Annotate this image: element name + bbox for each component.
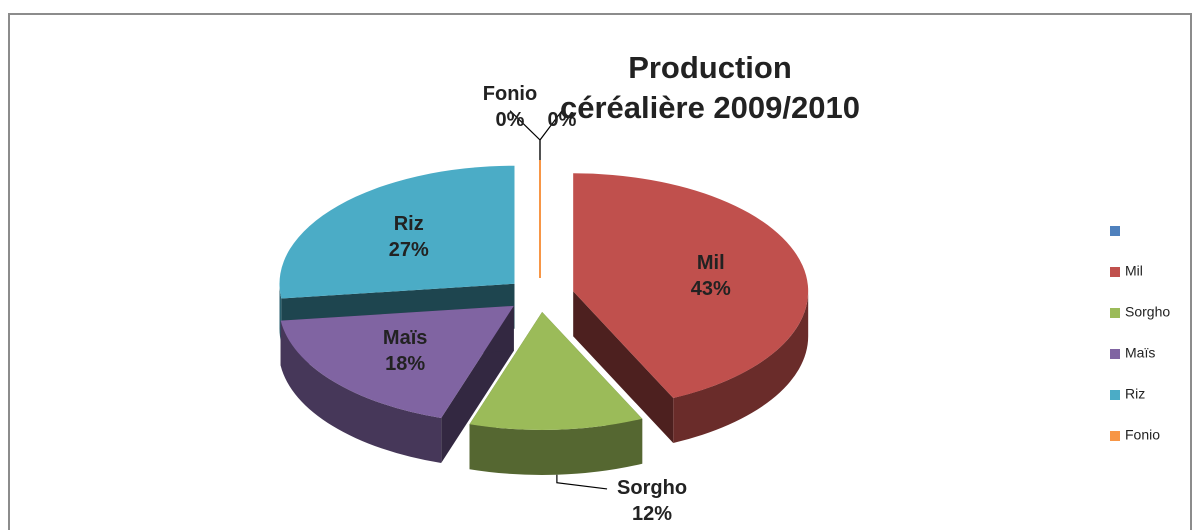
legend-swatch [1110, 390, 1120, 400]
legend-swatch [1110, 308, 1120, 318]
data-label: 27% [389, 239, 429, 261]
data-label-name: Riz [394, 213, 424, 235]
slice [280, 305, 514, 419]
slice-side [280, 320, 442, 464]
legend-swatch [1110, 267, 1120, 277]
legend-label: Mil [1125, 263, 1143, 279]
leader-line [509, 110, 541, 160]
data-label-name: Maïs [383, 327, 427, 349]
slice [279, 165, 515, 299]
chart-title: Production céréalière 2009/2010 [560, 50, 860, 125]
slice-group [469, 311, 643, 475]
legend-swatch [1110, 349, 1120, 359]
data-label: 0% [496, 109, 525, 131]
legend-label: Riz [1125, 386, 1145, 402]
data-label: 43% [691, 278, 731, 300]
data-label-name: Mil [697, 252, 725, 274]
slice-side [469, 418, 643, 475]
slice-side [573, 291, 674, 444]
slice [573, 173, 809, 399]
legend-swatch [1110, 226, 1120, 236]
slice [469, 311, 643, 430]
legend-label: Sorgho [1125, 304, 1170, 320]
data-label: 18% [385, 353, 425, 375]
slice-group [280, 305, 514, 464]
legend-label: Fonio [1125, 427, 1160, 443]
legend-swatch [1110, 431, 1120, 441]
slice-side [673, 291, 809, 444]
data-label-name: Sorgho [617, 477, 687, 499]
data-label: 0% [548, 109, 577, 131]
data-label-name: Fonio [483, 83, 537, 105]
legend-label: Maïs [1125, 345, 1155, 361]
slice-group [573, 173, 809, 444]
data-label: 12% [632, 503, 672, 525]
leader-line [556, 474, 608, 490]
